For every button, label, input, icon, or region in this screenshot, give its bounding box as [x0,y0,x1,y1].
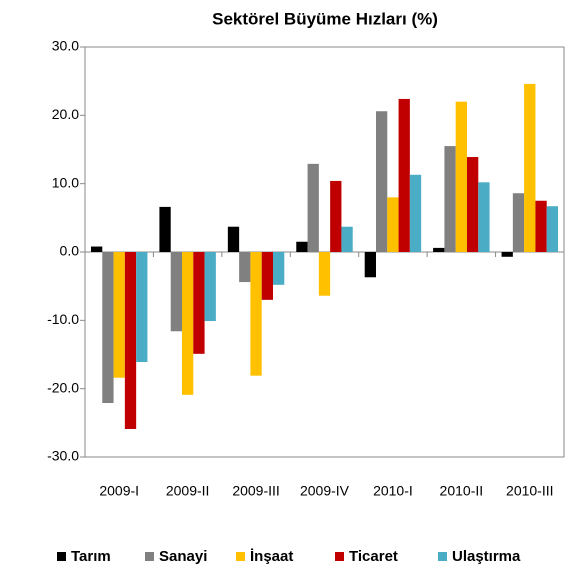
bar [501,252,513,257]
bar [364,252,376,278]
y-tick-label: -10.0 [47,311,79,327]
bar [136,252,148,363]
y-tick-label: 0.0 [60,243,80,259]
y-tick-label: -20.0 [47,379,79,395]
bar [124,252,137,429]
bar [193,252,205,354]
bar [318,252,331,296]
bar [181,252,194,395]
legend-label: İnşaat [250,548,293,565]
bar [250,252,262,376]
bar [535,200,547,252]
bar [159,206,171,252]
bar [113,252,125,378]
bar [227,226,240,252]
x-tick-label: 2009-II [166,483,210,499]
legend-label: Ulaştırma [452,548,521,565]
x-tick-label: 2009-IV [300,483,350,499]
bar [512,193,525,252]
bar [273,252,285,285]
bar [341,226,353,252]
bar [444,146,456,252]
bar [546,206,559,252]
bar [455,101,468,253]
bar [170,252,182,332]
bar [409,174,422,252]
y-tick-label: -30.0 [47,448,79,464]
legend-swatch [57,552,66,561]
y-tick-label: 10.0 [52,174,79,190]
x-tick-label: 2010-I [373,483,413,499]
legend-label: Tarım [71,548,111,565]
bar [330,180,342,252]
bar [102,252,114,404]
legend-label: Ticaret [349,548,398,565]
bar [239,252,251,283]
bar [387,197,399,252]
legend-swatch [438,552,447,561]
x-tick-label: 2010-II [440,483,484,499]
y-tick-label: 20.0 [52,106,79,122]
x-tick-label: 2009-I [99,483,139,499]
bar [204,252,216,322]
bar [261,252,274,300]
bar [398,98,410,252]
bar [433,247,445,252]
legend-label: Sanayi [159,548,207,565]
legend-swatch [145,552,154,561]
bar [375,111,388,252]
bar [524,83,536,253]
legend-swatch [335,552,344,561]
x-tick-label: 2009-III [232,483,279,499]
x-tick-label: 2010-III [506,483,553,499]
bar [296,241,308,252]
bar [478,182,490,252]
y-tick-label: 30.0 [52,38,79,54]
chart-title: Sektörel Büyüme Hızları (%) [212,9,438,28]
bar [467,157,479,252]
legend-swatch [236,552,245,561]
bar [90,246,103,252]
bar [307,163,319,252]
